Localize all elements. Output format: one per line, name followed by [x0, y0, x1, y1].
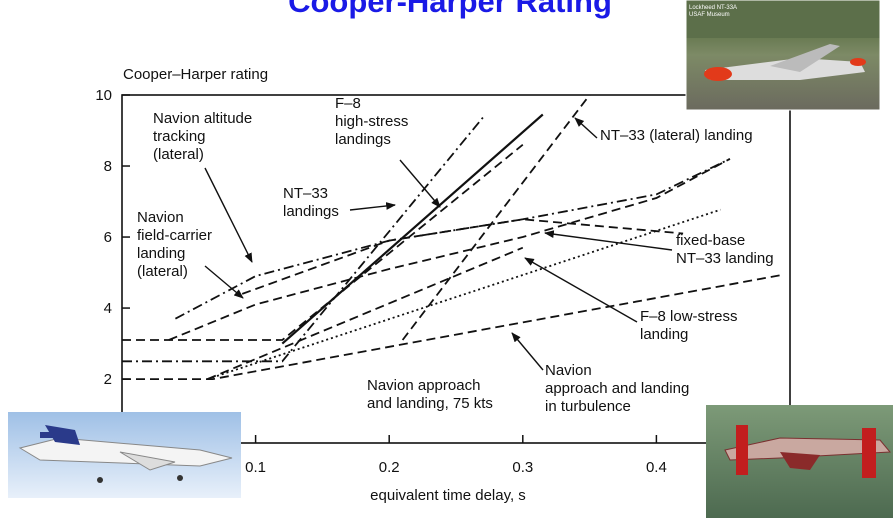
annotation-arrow: [575, 118, 597, 138]
annotation: landings: [283, 203, 339, 220]
annotation: high-stress: [335, 113, 408, 130]
x-axis-label: equivalent time delay, s: [370, 487, 526, 504]
photo-navion: [706, 405, 893, 518]
annotation: F–8 low-stress: [640, 308, 738, 325]
annotation: approach and landing: [545, 380, 689, 397]
photo-caption: Lockheed NT-33A: [689, 5, 737, 11]
x-tick-label: 0.3: [512, 459, 533, 476]
annotation: NT–33: [283, 185, 328, 202]
annotation: (lateral): [137, 263, 188, 280]
y-axis-label: Cooper–Harper rating: [123, 66, 268, 83]
photo-caption: USAF Museum: [689, 12, 730, 18]
annotation: Navion: [137, 209, 184, 226]
slide-title: Cooper-Harper Rating: [288, 0, 612, 19]
y-tick-label: 4: [104, 300, 112, 317]
series-line: [242, 219, 683, 294]
annotation: Navion: [545, 362, 592, 379]
series-line: [175, 159, 730, 319]
annotation: field-carrier: [137, 227, 212, 244]
series-line: [208, 210, 721, 379]
y-tick-label: 10: [95, 87, 112, 104]
annotation: F–8: [335, 95, 361, 112]
annotation: and landing, 75 kts: [367, 395, 493, 412]
annotation: in turbulence: [545, 398, 631, 415]
annotation: landing: [640, 326, 688, 343]
annotation-arrow: [205, 168, 252, 262]
annotation-arrow: [512, 333, 543, 370]
x-tick-label: 0.4: [646, 459, 667, 476]
photo-f8: [8, 412, 241, 498]
annotation-arrow: [400, 160, 440, 207]
annotation: landings: [335, 131, 391, 148]
x-tick-label: 0.1: [245, 459, 266, 476]
annotation-arrow: [545, 233, 672, 250]
series-line: [403, 95, 590, 340]
annotation: NT–33 landing: [676, 250, 774, 267]
annotation: NT–33 (lateral) landing: [600, 127, 753, 144]
annotation: fixed-base: [676, 232, 745, 249]
x-tick-label: 0.2: [379, 459, 400, 476]
annotation: (lateral): [153, 146, 204, 163]
annotation: tracking: [153, 128, 206, 145]
y-tick-label: 2: [104, 371, 112, 388]
series-line: [208, 248, 523, 379]
annotation-arrow: [350, 205, 395, 210]
annotation: Navion altitude: [153, 110, 252, 127]
annotation: Navion approach: [367, 377, 480, 394]
y-tick-label: 8: [104, 158, 112, 175]
slide: Cooper-Harper Rating Cooper–Harper ratin…: [0, 0, 893, 518]
photo-nt33: Lockheed NT-33A USAF Museum: [686, 0, 880, 110]
annotation: landing: [137, 245, 185, 262]
y-tick-label: 6: [104, 229, 112, 246]
